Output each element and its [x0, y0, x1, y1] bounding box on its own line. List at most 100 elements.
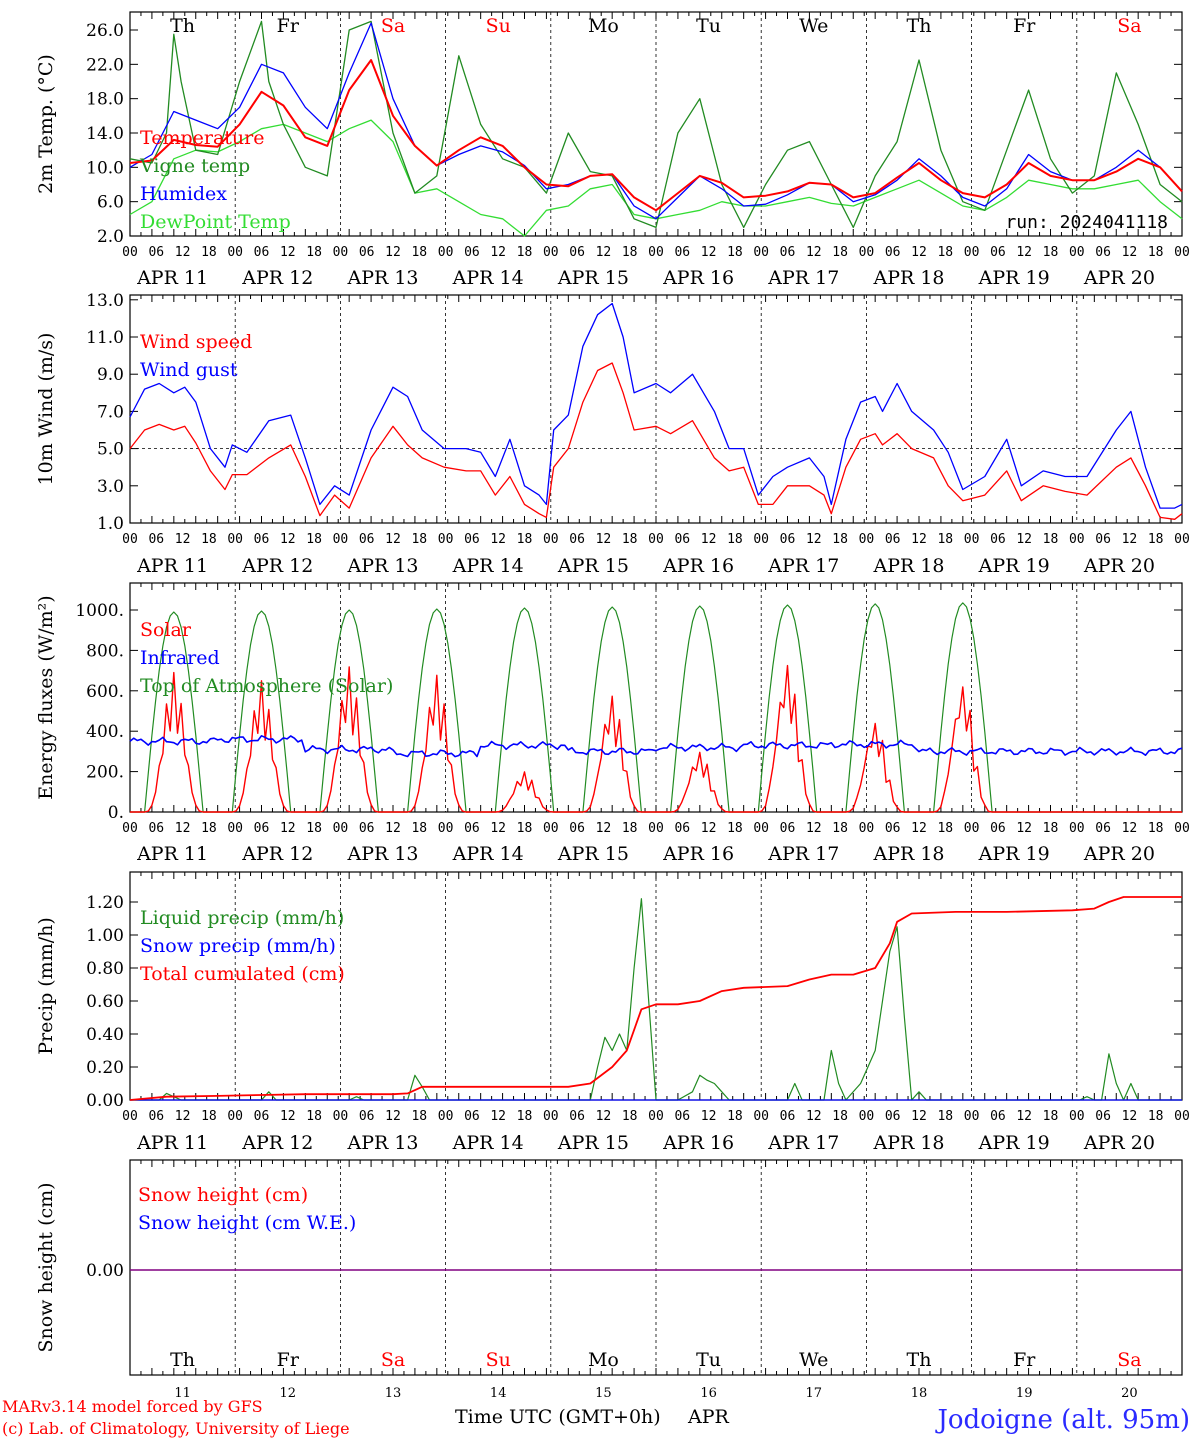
- series-solar: [130, 664, 1182, 813]
- hour-tick-label: 00: [648, 1109, 664, 1124]
- date-label: APR 18: [872, 1132, 944, 1154]
- day-number: 17: [806, 1386, 823, 1401]
- date-label: APR 16: [662, 843, 734, 865]
- hour-tick-label: 18: [727, 245, 743, 260]
- hour-tick-label: 18: [1043, 1109, 1059, 1124]
- hour-tick-label: 00: [964, 1109, 980, 1124]
- y-tick-label: 9.0: [97, 365, 124, 385]
- date-label: APR 14: [452, 1132, 524, 1154]
- hour-tick-label: 06: [885, 245, 901, 260]
- legend-entry: Temperature: [140, 127, 264, 149]
- hour-tick-label: 12: [1016, 821, 1032, 836]
- hour-tick-label: 18: [1043, 245, 1059, 260]
- y-tick-label: 1.00: [86, 926, 124, 946]
- y-tick-label: 13.0: [86, 291, 124, 311]
- y-axis-label: 10m Wind (m/s): [35, 333, 57, 486]
- y-tick-label: 6.0: [97, 193, 124, 213]
- hour-tick-label: 12: [1122, 532, 1138, 547]
- hour-tick-label: 00: [859, 245, 875, 260]
- hour-tick-label: 00: [543, 245, 559, 260]
- hour-tick-label: 12: [490, 1109, 506, 1124]
- hour-tick-label: 12: [806, 821, 822, 836]
- hour-tick-label: 00: [1174, 1109, 1190, 1124]
- weekday-label: Tu: [696, 1349, 721, 1371]
- hour-tick-label: 12: [280, 1109, 296, 1124]
- hour-tick-label: 06: [990, 821, 1006, 836]
- hour-tick-label: 06: [359, 532, 375, 547]
- hour-tick-label: 18: [306, 1109, 322, 1124]
- hour-tick-label: 00: [227, 245, 243, 260]
- hour-tick-label: 12: [596, 532, 612, 547]
- series-wind-gust: [129, 302, 1183, 509]
- hour-tick-label: 18: [1148, 1109, 1164, 1124]
- day-number: 12: [280, 1386, 297, 1401]
- hour-tick-label: 06: [254, 532, 270, 547]
- series-infrared: [129, 734, 1183, 758]
- legend-entry: DewPoint Temp: [140, 211, 291, 233]
- hour-tick-label: 00: [333, 532, 349, 547]
- day-number: 11: [174, 1386, 191, 1401]
- hour-tick-label: 06: [780, 1109, 796, 1124]
- hour-tick-label: 12: [175, 1109, 191, 1124]
- hour-tick-label: 18: [937, 821, 953, 836]
- legend-entry: Wind speed: [140, 331, 252, 353]
- hour-tick-label: 12: [280, 821, 296, 836]
- hour-tick-label: 18: [622, 821, 638, 836]
- hour-tick-label: 00: [543, 821, 559, 836]
- hour-tick-label: 06: [464, 821, 480, 836]
- date-label: APR 19: [978, 267, 1050, 289]
- y-tick-label: 1.0: [97, 514, 124, 534]
- hour-tick-label: 12: [1016, 245, 1032, 260]
- date-label: APR 12: [241, 843, 313, 865]
- weekday-label: Sa: [381, 15, 405, 37]
- hour-tick-label: 12: [701, 1109, 717, 1124]
- hour-tick-label: 00: [859, 1109, 875, 1124]
- hour-tick-label: 18: [411, 245, 427, 260]
- hour-tick-label: 12: [1016, 532, 1032, 547]
- hour-tick-label: 12: [806, 245, 822, 260]
- weekday-label: We: [799, 15, 828, 37]
- hour-tick-label: 12: [806, 1109, 822, 1124]
- date-label: APR 13: [346, 1132, 418, 1154]
- hour-tick-label: 00: [333, 1109, 349, 1124]
- date-label: APR 11: [136, 1132, 208, 1154]
- y-axis-label: Snow height (cm): [35, 1182, 57, 1352]
- hour-tick-label: 12: [385, 532, 401, 547]
- series-humidex: [129, 22, 1183, 220]
- hour-tick-label: 06: [569, 1109, 585, 1124]
- y-tick-label: 0.00: [86, 1091, 124, 1111]
- hour-tick-label: 12: [596, 821, 612, 836]
- hour-tick-label: 00: [438, 1109, 454, 1124]
- date-label: APR 17: [767, 843, 839, 865]
- hour-tick-label: 12: [175, 821, 191, 836]
- hour-tick-label: 12: [385, 1109, 401, 1124]
- weekday-label: Th: [907, 15, 932, 37]
- hour-tick-label: 06: [780, 532, 796, 547]
- series-temperature: [129, 59, 1183, 212]
- hour-tick-label: 06: [464, 1109, 480, 1124]
- y-tick-label: 18.0: [86, 90, 124, 110]
- date-label: APR 12: [241, 555, 313, 577]
- date-label: APR 17: [767, 1132, 839, 1154]
- hour-tick-label: 18: [937, 532, 953, 547]
- hour-tick-label: 18: [727, 532, 743, 547]
- weekday-label: Tu: [696, 15, 721, 37]
- date-label: APR 20: [1083, 843, 1155, 865]
- hour-tick-label: 18: [622, 532, 638, 547]
- y-tick-label: 0.00: [86, 1261, 124, 1281]
- hour-tick-label: 00: [753, 532, 769, 547]
- hour-tick-label: 06: [254, 245, 270, 260]
- hour-tick-label: 06: [674, 245, 690, 260]
- hour-tick-label: 06: [569, 821, 585, 836]
- hour-tick-label: 18: [517, 1109, 533, 1124]
- hour-tick-label: 18: [201, 245, 217, 260]
- hour-tick-label: 00: [859, 821, 875, 836]
- hour-tick-label: 06: [885, 1109, 901, 1124]
- hour-tick-label: 06: [1095, 532, 1111, 547]
- hour-tick-label: 00: [1174, 245, 1190, 260]
- hour-tick-label: 06: [1095, 821, 1111, 836]
- hour-tick-label: 06: [885, 821, 901, 836]
- day-number: 13: [385, 1386, 402, 1401]
- hour-tick-label: 12: [806, 532, 822, 547]
- hour-tick-label: 06: [148, 821, 164, 836]
